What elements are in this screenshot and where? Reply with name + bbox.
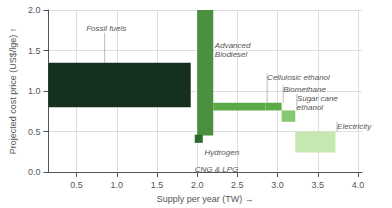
svg-text:1.5: 1.5 — [151, 180, 164, 190]
svg-text:Hydrogen: Hydrogen — [204, 148, 239, 157]
svg-text:0.5: 0.5 — [28, 127, 41, 137]
svg-text:Sugar cane: Sugar cane — [297, 94, 338, 103]
svg-text:3.0: 3.0 — [271, 180, 284, 190]
svg-text:Fossil fuels: Fossil fuels — [86, 24, 126, 33]
svg-text:Projected cost price (US$/lge): Projected cost price (US$/lge) ↑ — [8, 28, 18, 155]
svg-text:3.5: 3.5 — [312, 180, 325, 190]
svg-text:0.5: 0.5 — [70, 180, 83, 190]
svg-text:1.0: 1.0 — [110, 180, 123, 190]
svg-text:ethanol: ethanol — [297, 103, 323, 112]
svg-text:Cellulosic ethanol: Cellulosic ethanol — [267, 73, 330, 82]
svg-text:0.0: 0.0 — [28, 167, 41, 177]
svg-text:2.5: 2.5 — [231, 180, 244, 190]
svg-text:Electricity: Electricity — [337, 122, 372, 131]
svg-text:CNG & LPG: CNG & LPG — [195, 165, 239, 174]
svg-text:Advanced: Advanced — [214, 41, 251, 50]
svg-text:Supply per year (TW) →: Supply per year (TW) → — [157, 194, 254, 204]
svg-text:2.0: 2.0 — [191, 180, 204, 190]
svg-text:1.0: 1.0 — [28, 86, 41, 96]
svg-text:Biomethane: Biomethane — [283, 85, 326, 94]
svg-text:4.0: 4.0 — [352, 180, 365, 190]
svg-text:1.5: 1.5 — [28, 46, 41, 56]
svg-text:Biodiesel: Biodiesel — [215, 50, 248, 59]
svg-text:2.0: 2.0 — [28, 5, 41, 15]
